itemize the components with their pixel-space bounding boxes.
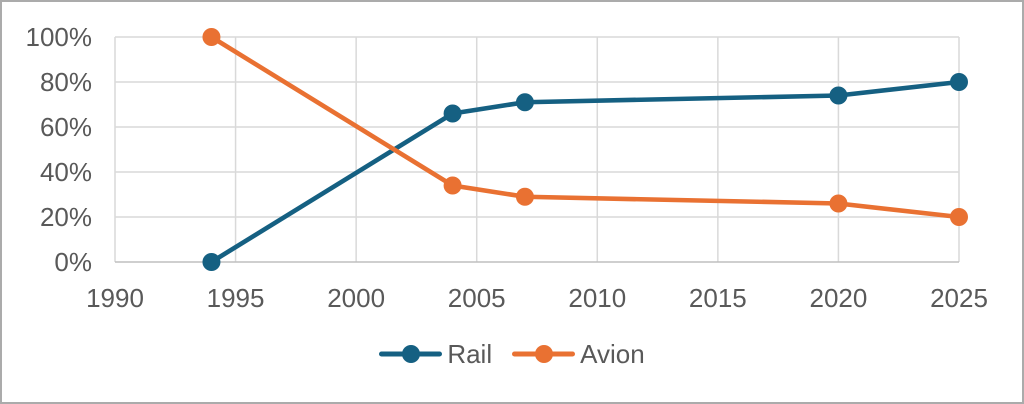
y-tick-label: 40%	[40, 157, 92, 187]
y-tick-label: 80%	[40, 67, 92, 97]
y-tick-label: 100%	[26, 22, 93, 52]
axis-labels: 0% 20% 40% 60% 80% 100% 1990 1995 2000 2005 2010 20…	[26, 22, 988, 313]
data-point-rail	[950, 73, 968, 91]
x-tick-label: 1995	[207, 283, 265, 313]
legend-item-rail: Rail	[379, 340, 492, 369]
legend-label-rail: Rail	[447, 339, 493, 369]
x-tick-label: 2010	[568, 283, 626, 313]
x-tick-label: 2000	[327, 283, 385, 313]
data-point-avion	[443, 176, 462, 195]
avion-legend-dot	[534, 345, 553, 364]
avion-line-marker-icon	[512, 344, 576, 364]
chart-legend: Rail Avion	[2, 340, 1022, 369]
data-point-avion	[950, 208, 968, 226]
data-point-rail	[515, 93, 534, 112]
data-point-rail	[202, 253, 221, 271]
x-tick-label: 1990	[86, 283, 144, 313]
y-tick-label: 60%	[40, 112, 92, 142]
legend-item-avion: Avion	[512, 340, 645, 369]
data-point-avion	[202, 28, 221, 46]
data-point-rail	[443, 104, 462, 123]
y-tick-label: 0%	[54, 247, 92, 277]
x-tick-label: 2020	[810, 283, 868, 313]
x-tick-label: 2015	[689, 283, 747, 313]
data-point-rail	[829, 86, 848, 105]
gridlines	[114, 36, 960, 263]
data-point-avion	[829, 194, 848, 213]
x-tick-label: 2005	[448, 283, 506, 313]
rail-line-marker-icon	[379, 344, 443, 364]
line-chart: 0% 20% 40% 60% 80% 100% 1990 1995 2000 2005 2010 20…	[26, 22, 988, 313]
data-point-avion	[515, 187, 534, 206]
rail-legend-dot	[401, 345, 420, 364]
y-tick-label: 20%	[40, 202, 92, 232]
legend-label-avion: Avion	[580, 339, 645, 369]
x-tick-label: 2025	[930, 283, 988, 313]
